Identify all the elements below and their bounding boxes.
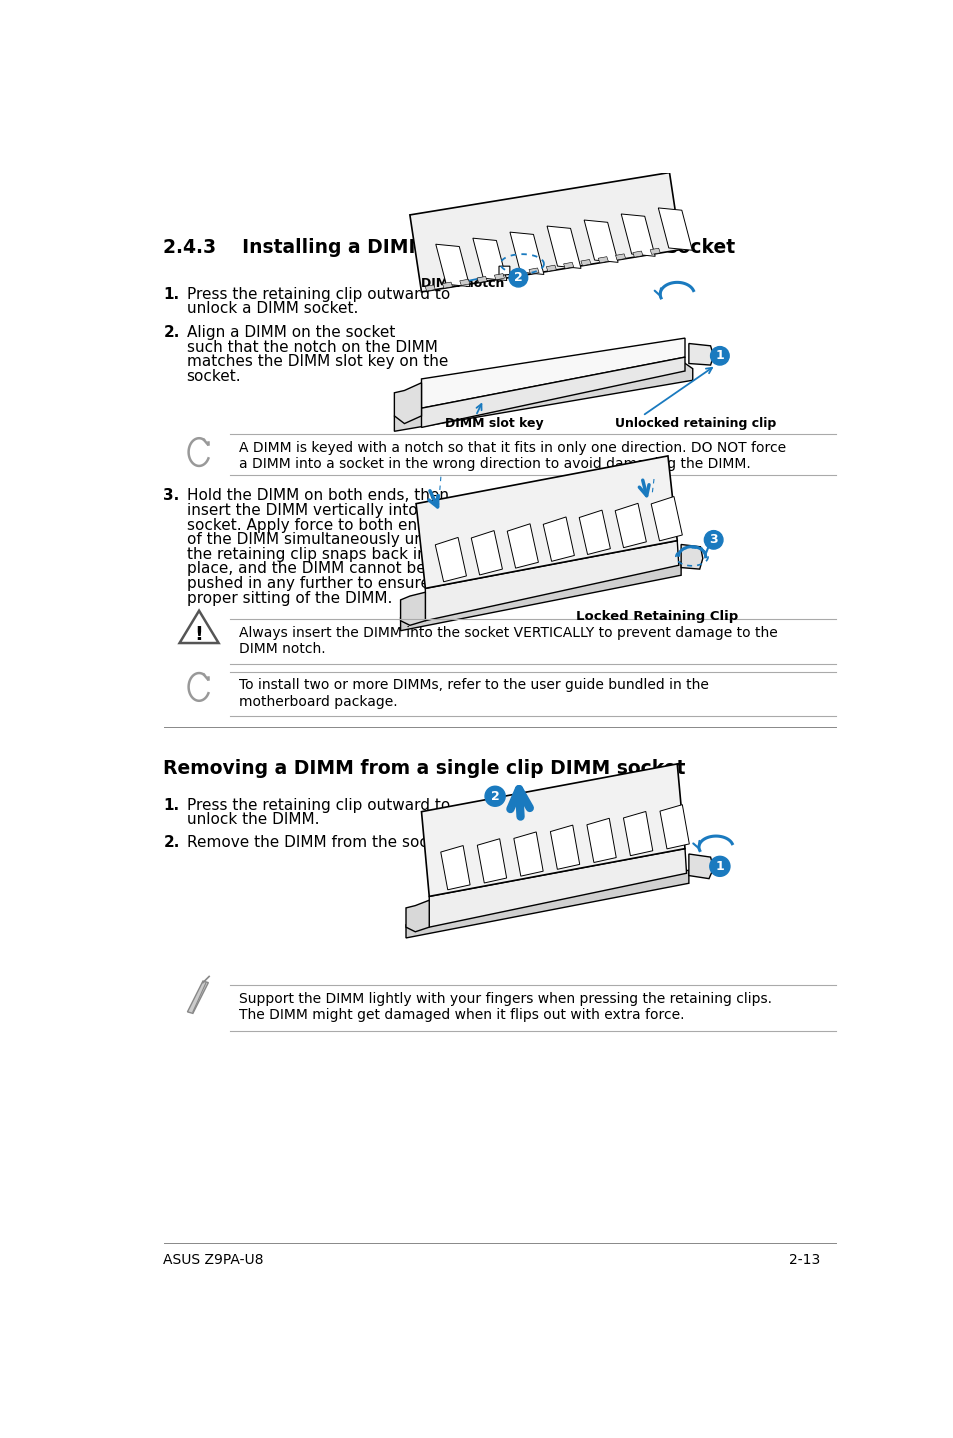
- Polygon shape: [688, 344, 713, 365]
- Text: socket. Apply force to both ends: socket. Apply force to both ends: [187, 518, 435, 532]
- Polygon shape: [598, 256, 608, 263]
- Text: insert the DIMM vertically into the: insert the DIMM vertically into the: [187, 503, 447, 518]
- Polygon shape: [442, 282, 452, 288]
- Text: unlock the DIMM.: unlock the DIMM.: [187, 812, 319, 827]
- Polygon shape: [620, 214, 655, 256]
- Text: 2-13: 2-13: [788, 1252, 820, 1267]
- Polygon shape: [632, 252, 642, 257]
- Polygon shape: [586, 818, 616, 863]
- Text: Hold the DIMM on both ends, then: Hold the DIMM on both ends, then: [187, 489, 448, 503]
- Polygon shape: [528, 267, 538, 275]
- Polygon shape: [429, 848, 686, 928]
- Polygon shape: [563, 262, 573, 269]
- Text: DIMM notch: DIMM notch: [421, 276, 504, 289]
- Text: 2.: 2.: [163, 325, 179, 339]
- Polygon shape: [459, 279, 470, 285]
- Polygon shape: [440, 846, 470, 890]
- Polygon shape: [550, 825, 579, 870]
- Polygon shape: [471, 531, 502, 575]
- Text: socket.: socket.: [187, 370, 241, 384]
- Polygon shape: [473, 239, 506, 280]
- Text: 1: 1: [715, 860, 723, 873]
- Polygon shape: [425, 285, 435, 290]
- Text: 1: 1: [715, 349, 723, 362]
- Text: 2.: 2.: [163, 835, 179, 850]
- Text: 2.4.3    Installing a DIMM on a single clip DIMM socket: 2.4.3 Installing a DIMM on a single clip…: [163, 239, 735, 257]
- Polygon shape: [615, 255, 625, 260]
- Polygon shape: [394, 364, 692, 431]
- Text: unlock a DIMM socket.: unlock a DIMM socket.: [187, 301, 357, 316]
- Text: the retaining clip snaps back into: the retaining clip snaps back into: [187, 546, 441, 562]
- Polygon shape: [476, 838, 506, 883]
- Polygon shape: [546, 265, 556, 272]
- Text: Press the retaining clip outward to: Press the retaining clip outward to: [187, 286, 450, 302]
- Polygon shape: [394, 383, 421, 424]
- Polygon shape: [435, 538, 466, 582]
- Text: Unlocked retaining clip: Unlocked retaining clip: [615, 417, 776, 430]
- Polygon shape: [421, 338, 684, 408]
- Polygon shape: [498, 266, 509, 276]
- Polygon shape: [510, 232, 543, 275]
- Polygon shape: [187, 981, 208, 1014]
- Polygon shape: [623, 811, 652, 856]
- Text: Align a DIMM on the socket: Align a DIMM on the socket: [187, 325, 395, 339]
- Circle shape: [509, 269, 527, 288]
- Polygon shape: [421, 764, 684, 896]
- Circle shape: [709, 856, 729, 876]
- Polygon shape: [658, 209, 692, 250]
- Polygon shape: [425, 541, 679, 621]
- Text: 3.: 3.: [163, 489, 179, 503]
- Text: ASUS Z9PA-U8: ASUS Z9PA-U8: [163, 1252, 264, 1267]
- Text: Removing a DIMM from a single clip DIMM socket: Removing a DIMM from a single clip DIMM …: [163, 759, 685, 778]
- Polygon shape: [511, 270, 521, 278]
- Polygon shape: [507, 523, 537, 568]
- Text: of the DIMM simultaneously until: of the DIMM simultaneously until: [187, 532, 437, 546]
- Text: 1.: 1.: [163, 286, 179, 302]
- Polygon shape: [436, 244, 469, 286]
- Polygon shape: [406, 870, 688, 938]
- Polygon shape: [651, 496, 681, 541]
- Polygon shape: [400, 562, 680, 631]
- Polygon shape: [179, 611, 218, 643]
- Polygon shape: [476, 276, 487, 283]
- Text: DIMM slot key: DIMM slot key: [444, 417, 543, 430]
- Polygon shape: [406, 900, 429, 932]
- Text: matches the DIMM slot key on the: matches the DIMM slot key on the: [187, 354, 448, 370]
- Polygon shape: [542, 516, 574, 561]
- Polygon shape: [494, 273, 504, 280]
- Text: 1.: 1.: [163, 798, 179, 812]
- Text: such that the notch on the DIMM: such that the notch on the DIMM: [187, 339, 437, 355]
- Polygon shape: [578, 510, 610, 555]
- Text: Support the DIMM lightly with your fingers when pressing the retaining clips.
Th: Support the DIMM lightly with your finge…: [239, 992, 772, 1022]
- Text: pushed in any further to ensure: pushed in any further to ensure: [187, 577, 429, 591]
- Polygon shape: [659, 805, 689, 848]
- Circle shape: [703, 531, 722, 549]
- Text: 2: 2: [490, 789, 499, 802]
- Polygon shape: [649, 249, 659, 255]
- Circle shape: [710, 347, 728, 365]
- Polygon shape: [421, 357, 684, 427]
- Text: proper sitting of the DIMM.: proper sitting of the DIMM.: [187, 591, 392, 605]
- Polygon shape: [410, 173, 680, 292]
- Text: place, and the DIMM cannot be: place, and the DIMM cannot be: [187, 561, 425, 577]
- Polygon shape: [680, 545, 702, 569]
- Text: 2: 2: [514, 272, 522, 285]
- Text: !: !: [194, 626, 203, 644]
- Polygon shape: [400, 592, 425, 626]
- Text: Remove the DIMM from the socket.: Remove the DIMM from the socket.: [187, 835, 456, 850]
- Text: 3: 3: [709, 533, 718, 546]
- Polygon shape: [688, 854, 713, 879]
- Text: To install two or more DIMMs, refer to the user guide bundled in the
motherboard: To install two or more DIMMs, refer to t…: [239, 679, 708, 709]
- Circle shape: [484, 787, 505, 807]
- Polygon shape: [583, 220, 618, 262]
- Polygon shape: [580, 259, 591, 266]
- Polygon shape: [514, 833, 542, 876]
- Text: Locked Retaining Clip: Locked Retaining Clip: [576, 610, 738, 623]
- Text: Always insert the DIMM into the socket VERTICALLY to prevent damage to the
DIMM : Always insert the DIMM into the socket V…: [239, 626, 778, 656]
- Polygon shape: [546, 226, 580, 269]
- Text: Press the retaining clip outward to: Press the retaining clip outward to: [187, 798, 450, 812]
- Polygon shape: [416, 456, 677, 588]
- Polygon shape: [615, 503, 646, 548]
- Text: A DIMM is keyed with a notch so that it fits in only one direction. DO NOT force: A DIMM is keyed with a notch so that it …: [239, 441, 785, 472]
